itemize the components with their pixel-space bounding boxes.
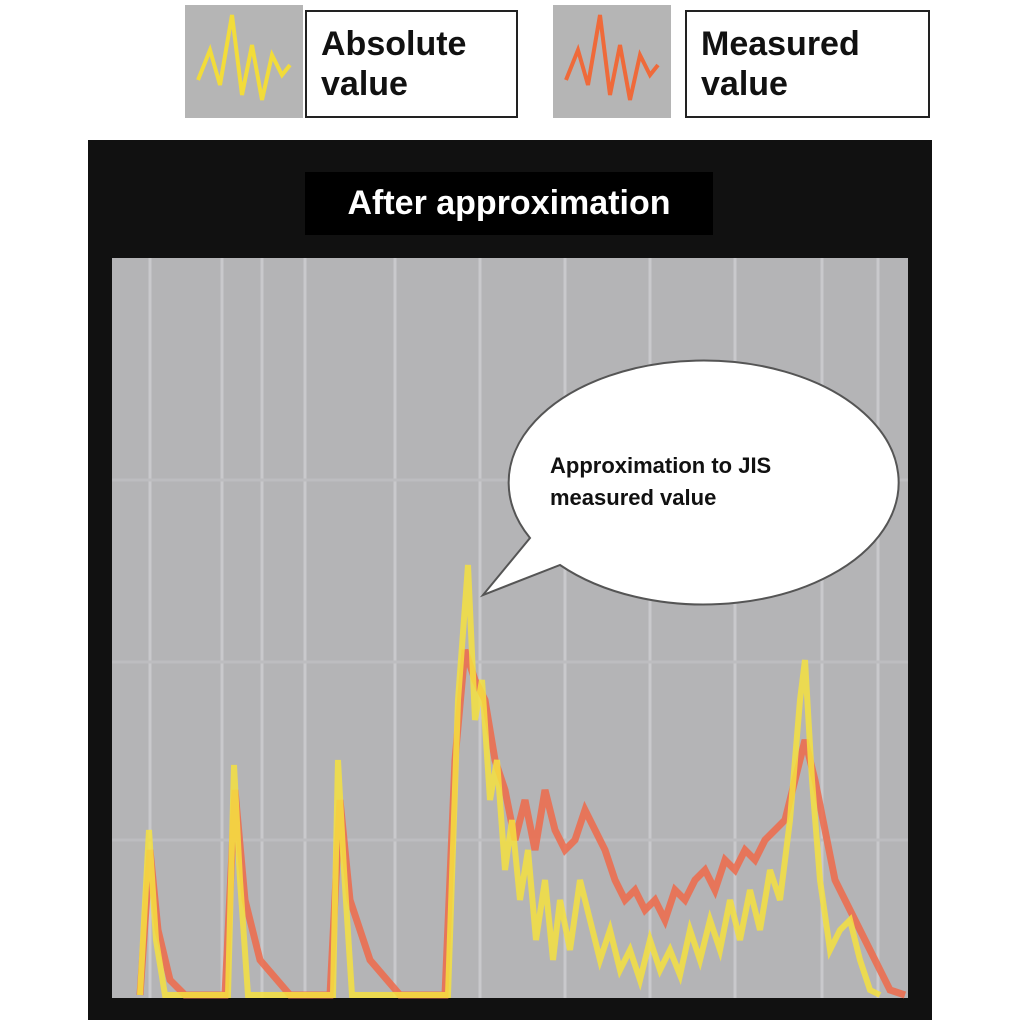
legend-icon (185, 5, 303, 118)
callout-text: Approximation to JIS measured value (550, 453, 772, 510)
legend-wave (564, 14, 660, 101)
legend-icon (553, 5, 671, 118)
panel-title: After approximation (305, 172, 713, 235)
grid (112, 258, 908, 998)
legend-label: Absolute value (305, 10, 518, 118)
absolute-wave (137, 564, 882, 998)
speech-bubble (479, 359, 900, 606)
legend-label: Measured value (685, 10, 930, 118)
legend-wave (196, 14, 292, 101)
